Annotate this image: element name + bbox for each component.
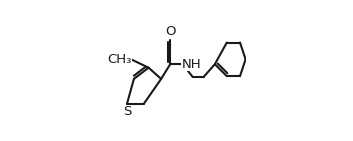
Text: S: S [123, 105, 131, 118]
Text: O: O [165, 25, 175, 38]
Text: NH: NH [182, 58, 202, 71]
Text: CH₃: CH₃ [107, 53, 131, 66]
